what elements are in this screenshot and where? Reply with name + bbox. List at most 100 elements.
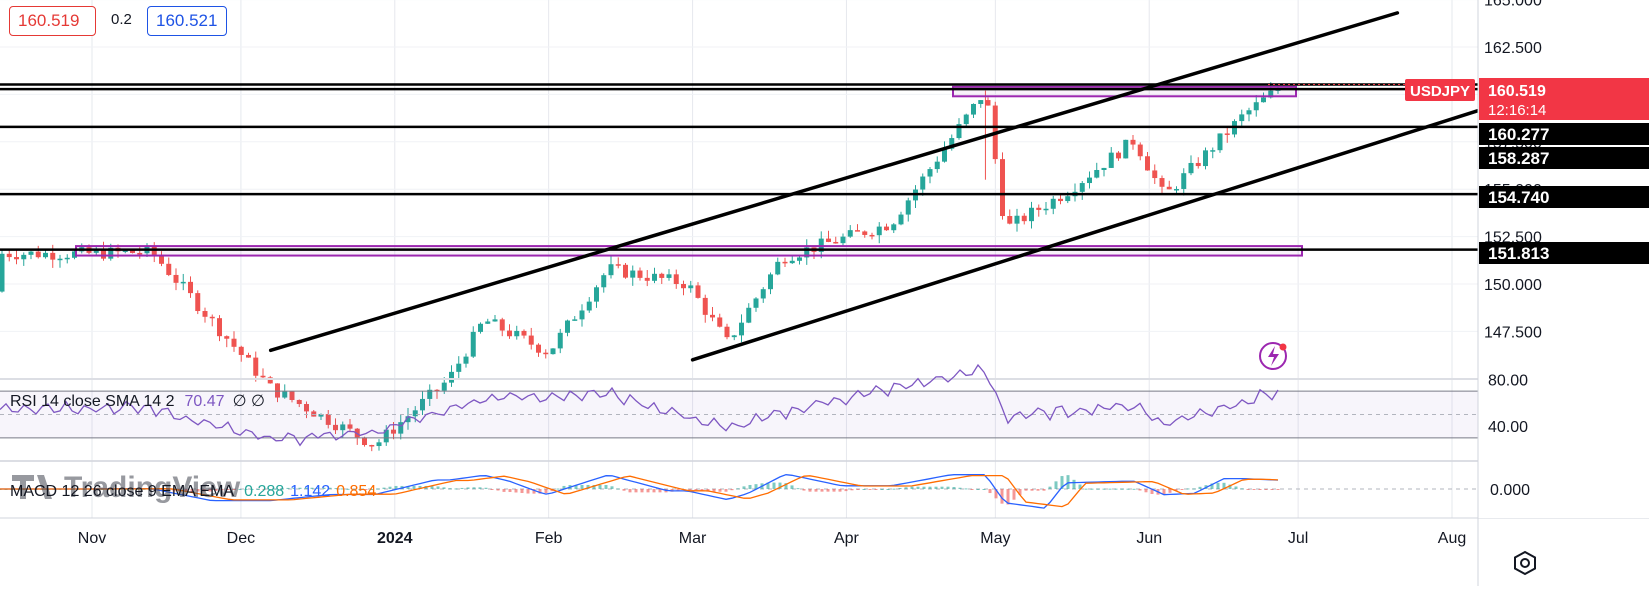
macd-histogram-bar	[868, 489, 872, 490]
macd-histogram-bar	[262, 489, 266, 490]
macd-histogram-bar	[874, 489, 878, 490]
macd-histogram-bar	[376, 488, 380, 490]
macd-histogram-bar	[184, 489, 188, 492]
bid-price-box[interactable]: 160.519	[9, 6, 96, 36]
candle-body	[441, 382, 447, 391]
candle-body	[644, 277, 650, 281]
macd-histogram-bar	[448, 488, 452, 490]
macd-legend-title: MACD 12 26 close 9 EMA EMA	[10, 483, 234, 500]
macd-histogram-bar	[1114, 488, 1118, 490]
macd-histogram-bar	[616, 488, 620, 490]
macd-histogram-bar	[1036, 489, 1040, 491]
candle-body	[50, 252, 56, 260]
candle-body	[1065, 196, 1071, 202]
candle-body	[6, 253, 12, 258]
macd-histogram-bar	[232, 489, 236, 490]
macd-histogram-bar	[1210, 483, 1214, 489]
macd-histogram-bar	[730, 489, 734, 491]
candle-body	[942, 148, 947, 162]
candle-body	[572, 319, 578, 321]
macd-histogram-bar	[1126, 488, 1130, 490]
macd-histogram-bar	[292, 487, 296, 489]
candle-body	[137, 252, 143, 255]
candle-body	[630, 270, 636, 278]
candle-body	[267, 377, 273, 384]
candle-body	[536, 344, 541, 353]
rsi-line	[0, 363, 1279, 447]
candle-body	[449, 371, 454, 383]
candle-body	[333, 424, 338, 431]
candle-body	[478, 323, 483, 332]
candle-body	[666, 274, 672, 278]
macd-histogram-bar	[658, 489, 662, 493]
candle-body	[1195, 162, 1201, 167]
macd-histogram-bar	[592, 484, 596, 489]
macd-histogram-bar	[394, 485, 398, 489]
candle-body	[739, 322, 744, 336]
macd-histogram-bar	[916, 486, 920, 489]
candle-body	[1029, 207, 1034, 222]
macd-histogram-bar	[754, 484, 758, 489]
candle-body	[282, 391, 288, 398]
candle-body	[1159, 178, 1165, 187]
channel-trendline	[690, 69, 1603, 362]
macd-histogram-bar	[772, 482, 776, 489]
macd-histogram-bar	[298, 487, 302, 489]
candle-body	[920, 176, 926, 190]
macd-histogram-bar	[1066, 475, 1070, 489]
candle-body	[869, 234, 875, 237]
macd-histogram-bar	[1264, 489, 1268, 490]
ask-price-box[interactable]: 160.521	[147, 6, 227, 36]
macd-histogram-bar	[748, 484, 752, 489]
chart-settings-gear-icon[interactable]	[1512, 550, 1538, 576]
macd-histogram-bar	[250, 489, 254, 490]
candle-body	[601, 275, 607, 288]
candle-body	[789, 260, 795, 264]
candle-body	[963, 114, 969, 125]
macd-histogram-bar	[790, 485, 794, 489]
candle-body	[695, 285, 701, 298]
macd-histogram-bar	[856, 489, 860, 490]
candle-body	[543, 352, 549, 355]
macd-histogram-bar	[844, 489, 848, 492]
candle-body	[1174, 188, 1179, 191]
macd-histogram-bar	[526, 489, 530, 494]
macd-histogram-bar	[784, 483, 788, 489]
macd-histogram-bar	[928, 486, 932, 489]
candle-body	[224, 336, 230, 339]
channel-trendline	[268, 11, 1400, 353]
candle-body	[412, 410, 418, 417]
macd-histogram-bar	[952, 487, 956, 489]
candle-body	[166, 263, 172, 275]
macd-histogram-bar	[382, 487, 386, 489]
macd-histogram-bar	[718, 489, 722, 492]
macd-histogram-bar	[1102, 488, 1106, 490]
macd-histogram-bar	[688, 489, 692, 490]
macd-histogram-bar	[364, 489, 368, 490]
macd-histogram-bar	[370, 489, 374, 490]
macd-histogram-bar	[316, 487, 320, 489]
macd-histogram-bar	[628, 489, 632, 493]
candle-body	[260, 375, 266, 378]
macd-histogram-bar	[1192, 488, 1196, 490]
candle-body	[57, 258, 63, 261]
candle-body	[383, 429, 389, 443]
macd-histogram-bar	[742, 486, 746, 489]
macd-histogram-bar	[1180, 489, 1184, 490]
candle-body	[833, 241, 839, 244]
macd-histogram-bar	[1054, 481, 1058, 489]
candle-body	[1079, 183, 1085, 192]
candle-body	[550, 348, 556, 355]
candle-body	[528, 335, 534, 345]
macd-histogram-bar	[214, 489, 218, 491]
candle-body	[202, 311, 208, 317]
macd-histogram-bar	[1174, 489, 1178, 491]
candle-body	[637, 270, 643, 278]
macd-histogram-bar	[442, 487, 446, 489]
macd-histogram-bar	[1012, 489, 1016, 500]
candle-body	[1268, 90, 1274, 98]
macd-histogram-bar	[694, 489, 698, 491]
candle-body	[507, 330, 512, 337]
